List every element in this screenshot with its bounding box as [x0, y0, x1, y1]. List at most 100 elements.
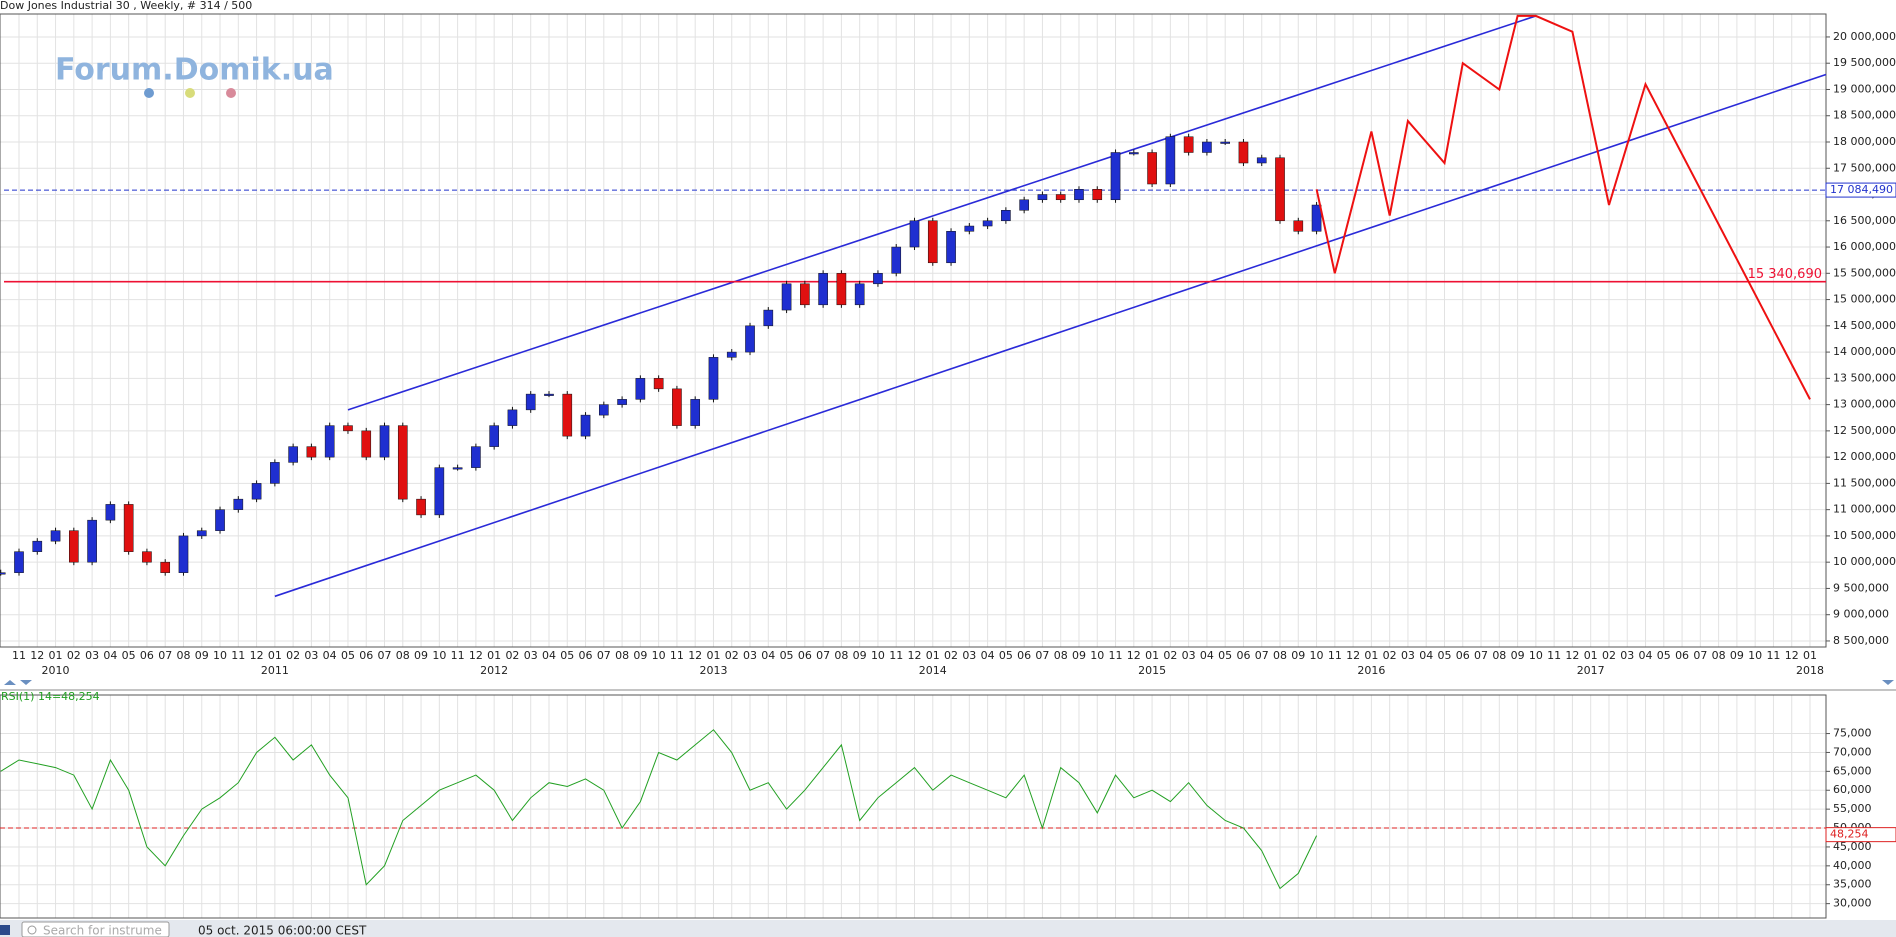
candle-body [1293, 220, 1304, 232]
x-tick-label: 06 [1236, 649, 1250, 662]
candle-body [909, 220, 920, 248]
x-tick-label: 09 [1730, 649, 1744, 662]
x-tick-label: 05 [999, 649, 1013, 662]
x-year-label: 2010 [42, 664, 70, 677]
y-tick-label: 30,000 [1833, 897, 1872, 910]
candle-body [1311, 204, 1322, 232]
candle-body [452, 467, 463, 470]
x-tick-label: 12 [250, 649, 264, 662]
x-tick-label: 11 [451, 649, 465, 662]
x-tick-label: 10 [652, 649, 666, 662]
x-tick-label: 06 [798, 649, 812, 662]
x-tick-label: 01 [1145, 649, 1159, 662]
x-tick-label: 12 [469, 649, 483, 662]
candle-body [690, 399, 701, 426]
x-tick-label: 08 [176, 649, 190, 662]
x-tick-label: 12 [30, 649, 44, 662]
candle-body [306, 446, 317, 458]
level-label: 17 084,490 [1830, 183, 1893, 196]
candle-body [343, 425, 353, 432]
x-tick-label: 01 [1584, 649, 1598, 662]
x-tick-label: 11 [231, 649, 245, 662]
x-tick-label: 10 [213, 649, 227, 662]
x-tick-label: 01 [268, 649, 282, 662]
x-tick-label: 11 [1547, 649, 1561, 662]
candle-body [964, 225, 975, 232]
panel-arrows[interactable] [4, 680, 32, 685]
search-input[interactable] [21, 921, 170, 937]
candle-body [1074, 189, 1084, 201]
y-tick-label: 10 500,000 [1833, 529, 1896, 542]
x-tick-label: 02 [1383, 649, 1397, 662]
x-tick-label: 05 [1437, 649, 1451, 662]
y-tick-label: 17 500,000 [1833, 161, 1896, 174]
logo-dot [144, 88, 154, 98]
x-tick-label: 10 [1090, 649, 1104, 662]
x-tick-label: 01 [706, 649, 720, 662]
candle-body [1055, 194, 1066, 201]
candle-body [1128, 152, 1139, 155]
x-tick-label: 02 [944, 649, 958, 662]
x-tick-label: 05 [780, 649, 794, 662]
x-tick-label: 01 [1364, 649, 1378, 662]
candle-body [818, 273, 828, 306]
x-tick-label: 02 [725, 649, 739, 662]
y-tick-label: 14 000,000 [1833, 345, 1896, 358]
candle-body [781, 283, 792, 311]
logo: Forum.Domik.ua [55, 53, 334, 88]
y-tick-label: 11 000,000 [1833, 503, 1896, 516]
x-year-label: 2013 [699, 664, 727, 677]
x-tick-label: 08 [834, 649, 848, 662]
chart-title: Dow Jones Industrial 30 , Weekly, # 314 … [0, 0, 252, 12]
x-year-label: 2012 [480, 664, 508, 677]
candle-body [489, 425, 499, 447]
x-tick-label: 02 [67, 649, 81, 662]
rsi-label: RSI(1) 14=48,254 [1, 690, 100, 703]
x-year-label: 2011 [261, 664, 289, 677]
x-tick-label: 02 [286, 649, 300, 662]
y-tick-label: 20 000,000 [1833, 30, 1896, 43]
candle-body [854, 283, 865, 306]
x-year-label: 2018 [1796, 664, 1824, 677]
x-year-label: 2015 [1138, 664, 1166, 677]
x-tick-label: 12 [1565, 649, 1579, 662]
x-tick-label: 06 [359, 649, 373, 662]
panel-arrow[interactable] [1882, 680, 1894, 685]
x-tick-label: 01 [1803, 649, 1817, 662]
candle-body [471, 446, 481, 468]
x-tick-label: 08 [1492, 649, 1506, 662]
y-tick-label: 9 500,000 [1833, 581, 1889, 594]
x-tick-label: 09 [195, 649, 209, 662]
main-plot-frame [0, 13, 1827, 648]
candle-body [836, 273, 847, 306]
candle-body [763, 309, 774, 327]
x-tick-label: 12 [908, 649, 922, 662]
status-bar [0, 920, 1896, 937]
x-tick-label: 01 [49, 649, 63, 662]
x-tick-label: 12 [1346, 649, 1360, 662]
candle-body [1183, 136, 1194, 153]
status-time: 05 oct. 2015 06:00:00 CEST [198, 924, 367, 937]
x-tick-label: 11 [12, 649, 26, 662]
x-tick-label: 04 [761, 649, 775, 662]
candle-body [708, 357, 719, 400]
candle-body [672, 388, 682, 426]
x-tick-label: 07 [1474, 649, 1488, 662]
x-tick-label: 08 [1712, 649, 1726, 662]
x-tick-label: 04 [981, 649, 995, 662]
candle-body [982, 220, 993, 227]
x-tick-label: 09 [853, 649, 867, 662]
candle-body [927, 220, 938, 264]
y-tick-label: 11 500,000 [1833, 476, 1896, 489]
x-tick-label: 04 [103, 649, 117, 662]
candle-body [270, 462, 280, 484]
logo-dot [185, 88, 195, 98]
x-tick-label: 09 [1291, 649, 1305, 662]
x-tick-label: 07 [597, 649, 611, 662]
x-tick-label: 05 [122, 649, 136, 662]
candle-body [873, 273, 883, 285]
x-tick-label: 01 [926, 649, 940, 662]
x-tick-label: 09 [1072, 649, 1086, 662]
x-tick-label: 12 [688, 649, 702, 662]
